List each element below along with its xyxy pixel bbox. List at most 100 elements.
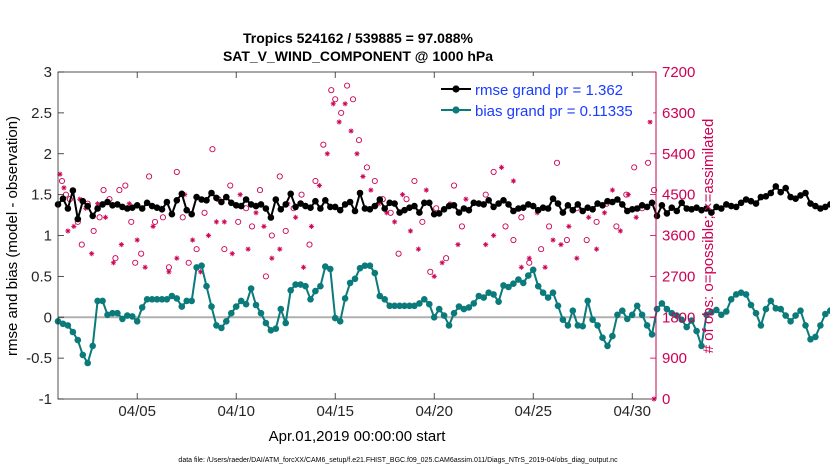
obs-possible-point	[221, 246, 228, 253]
bias-point	[129, 313, 136, 320]
asterisk-stroke	[400, 192, 405, 197]
obs-possible-point	[355, 137, 363, 144]
chart-title-line2: SAT_V_WIND_COMPONENT @ 1000 hPa	[223, 48, 493, 64]
x-axis-label: Apr.01,2019 00:00:00 start	[269, 428, 447, 445]
y-left-tick-label: 3	[44, 64, 52, 81]
rmse-point	[455, 209, 463, 216]
obs-assimilated-point	[102, 214, 109, 220]
asterisk-stroke	[483, 242, 488, 247]
bias-point	[331, 314, 339, 322]
obs-possible-point	[159, 214, 166, 221]
bias-point	[495, 298, 502, 306]
bias-point	[178, 303, 186, 310]
bias-point	[252, 301, 260, 309]
bias-point	[430, 314, 438, 321]
obs-assimilated-point	[261, 223, 267, 230]
bias-point	[416, 300, 423, 307]
rmse-point	[505, 201, 512, 208]
bias-point	[223, 318, 230, 325]
rmse-point	[653, 212, 661, 220]
asterisk-stroke	[206, 233, 211, 238]
rmse-point	[693, 204, 700, 211]
bias-point	[767, 297, 775, 305]
asterisk-stroke	[111, 260, 116, 265]
obs-possible-point	[344, 82, 351, 89]
rmse-point	[628, 206, 636, 213]
bias-point	[366, 262, 374, 270]
asterisk-stroke	[354, 151, 360, 156]
obs-possible-point	[328, 87, 335, 94]
bias-point	[648, 331, 656, 338]
obs-possible-point	[151, 218, 159, 225]
rmse-point	[549, 195, 557, 202]
obs-assimilated-point	[550, 237, 556, 243]
obs-possible-point	[563, 236, 570, 244]
obs-possible-point	[256, 187, 264, 194]
asterisk-stroke	[127, 201, 132, 206]
obs-assimilated-point	[300, 264, 307, 270]
obs-possible-point	[78, 241, 85, 248]
rmse-point	[287, 190, 295, 198]
bias-point	[737, 289, 745, 297]
rmse-point	[554, 200, 562, 207]
rmse-point	[346, 198, 354, 206]
rmse-point	[495, 200, 502, 207]
rmse-point	[232, 202, 240, 209]
bias-point	[470, 300, 478, 307]
obs-possible-point	[312, 177, 319, 185]
obs-assimilated-point	[431, 273, 437, 279]
rmse-point	[242, 196, 250, 203]
bias-point	[708, 309, 715, 316]
bias-point	[440, 312, 448, 319]
rmse-point	[698, 206, 705, 214]
bias-point	[693, 327, 700, 335]
rmse-point	[188, 210, 195, 218]
rmse-point	[465, 206, 473, 214]
bias-point	[574, 322, 582, 329]
asterisk-stroke	[301, 265, 306, 270]
bias-point	[723, 308, 730, 315]
asterisk-stroke	[309, 224, 314, 229]
bias-point	[114, 309, 121, 317]
bias-point	[515, 276, 522, 283]
rmse-point	[297, 200, 304, 207]
y-axis-left-label: rmse and bias (model - observation)	[4, 116, 21, 356]
obs-possible-point	[179, 214, 186, 221]
rmse-point	[158, 206, 166, 213]
bias-point	[688, 317, 695, 324]
rmse-point	[163, 198, 171, 206]
bias-point	[133, 318, 141, 325]
obs-possible-point	[458, 223, 465, 230]
bias-point	[554, 302, 562, 310]
bias-point	[104, 311, 111, 319]
obs-possible-point	[193, 246, 200, 253]
rmse-point	[257, 201, 265, 208]
obs-assimilated-point	[71, 223, 77, 230]
bias-point	[619, 307, 626, 315]
asterisk-stroke	[65, 228, 71, 234]
rmse-point	[317, 205, 324, 212]
bias-point	[193, 264, 200, 271]
bias-point	[94, 297, 101, 305]
rmse-point	[435, 210, 443, 217]
obs-possible-point	[338, 109, 345, 116]
y-right-tick-label: 900	[662, 350, 687, 367]
bias-point	[287, 287, 295, 294]
rmse-point	[485, 197, 493, 204]
asterisk-stroke	[586, 215, 591, 220]
obs-assimilated-point	[134, 237, 140, 243]
bias-point	[792, 312, 799, 319]
rmse-point	[678, 199, 685, 207]
asterisk-stroke	[317, 183, 322, 188]
asterisk-stroke	[511, 178, 516, 184]
bias-point	[628, 311, 636, 319]
obs-possible-point	[227, 182, 234, 189]
bias-point	[158, 296, 166, 303]
y-axis-right-label: # of obs: o=possible; ×=assimilated	[700, 119, 717, 354]
bias-point	[653, 305, 661, 313]
obs-assimilated-point	[142, 264, 148, 270]
bias-point	[242, 300, 250, 308]
asterisk-stroke	[77, 197, 82, 202]
obs-assimilated-point	[205, 232, 212, 239]
asterisk-stroke	[558, 242, 564, 247]
